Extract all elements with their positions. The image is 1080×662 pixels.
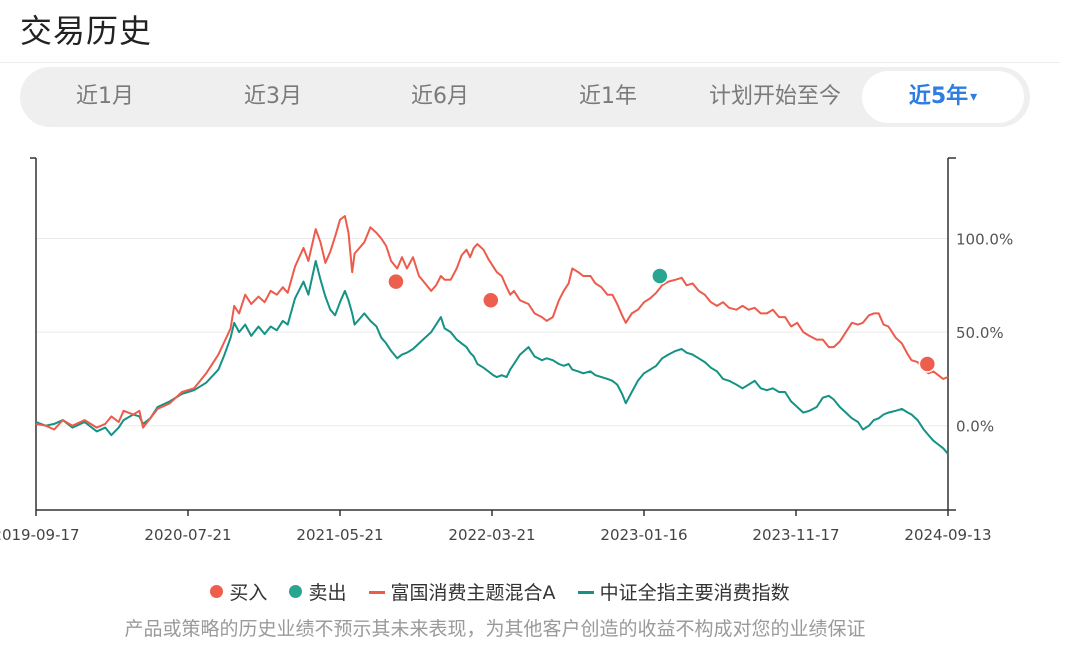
fund-line-icon <box>368 591 385 594</box>
legend-buy-label: 买入 <box>229 582 268 604</box>
buy-dot-icon <box>210 585 224 598</box>
tab-since-plan-start[interactable]: 计划开始至今 <box>708 84 841 109</box>
legend-sell: 卖出 <box>289 578 346 605</box>
legend-index-label: 中证全指主要消费指数 <box>599 582 790 604</box>
index-series-line <box>35 260 949 455</box>
time-range-selector: 近1月 近3月 近6月 近1年 计划开始至今 近5年 ▾ <box>20 67 1030 127</box>
y-tick-label: 50.0% <box>956 324 1004 342</box>
x-tick-label: 2019-09-17 <box>0 526 80 544</box>
x-tick-label: 2023-01-16 <box>600 526 687 544</box>
y-tick-label: 0.0% <box>956 418 994 436</box>
tab-3-months[interactable]: 近3月 <box>244 84 302 109</box>
performance-disclaimer: 产品或策略的历史业绩不预示其未来表现，为其他客户创造的收益不构成对您的业绩保证 <box>124 618 866 640</box>
x-tick-label: 2024-09-13 <box>904 526 991 544</box>
legend-fund: 富国消费主题混合A <box>368 578 556 605</box>
tab-5-years[interactable]: 近5年 ▾ <box>862 71 1024 123</box>
buy-marker <box>918 355 937 373</box>
x-tick-label: 2021-05-21 <box>296 526 383 544</box>
tab-1-year[interactable]: 近1年 <box>579 84 637 109</box>
tab-1-month[interactable]: 近1月 <box>76 84 134 109</box>
buy-marker <box>482 291 500 310</box>
legend-fund-label: 富国消费主题混合A <box>390 582 556 604</box>
x-tick-label: 2022-03-21 <box>448 526 535 544</box>
buy-marker <box>387 272 405 291</box>
tab-6-months[interactable]: 近6月 <box>411 84 469 109</box>
legend-buy: 买入 <box>210 578 267 605</box>
legend-index: 中证全指主要消费指数 <box>577 578 790 605</box>
x-tick-label: 2020-07-21 <box>144 526 231 544</box>
sell-dot-icon <box>289 585 303 598</box>
page-title: 交易历史 <box>20 12 153 50</box>
legend-sell-label: 卖出 <box>308 582 347 604</box>
performance-line-chart: 100.0% 50.0% 0.0% 2019-09-17 2020-07-21 2021-… <box>0 157 1013 544</box>
fund-series-line <box>35 215 949 431</box>
index-line-icon <box>577 591 594 594</box>
chevron-down-icon: ▾ <box>970 89 978 105</box>
header-divider <box>0 62 1060 63</box>
chart-legend: 买入 卖出 富国消费主题混合A 中证全指主要消费指数 <box>0 578 1000 605</box>
y-tick-label: 100.0% <box>956 231 1013 249</box>
tab-5-years-label: 近5年 <box>908 84 969 109</box>
sell-marker <box>651 267 669 285</box>
x-tick-label: 2023-11-17 <box>752 526 839 544</box>
